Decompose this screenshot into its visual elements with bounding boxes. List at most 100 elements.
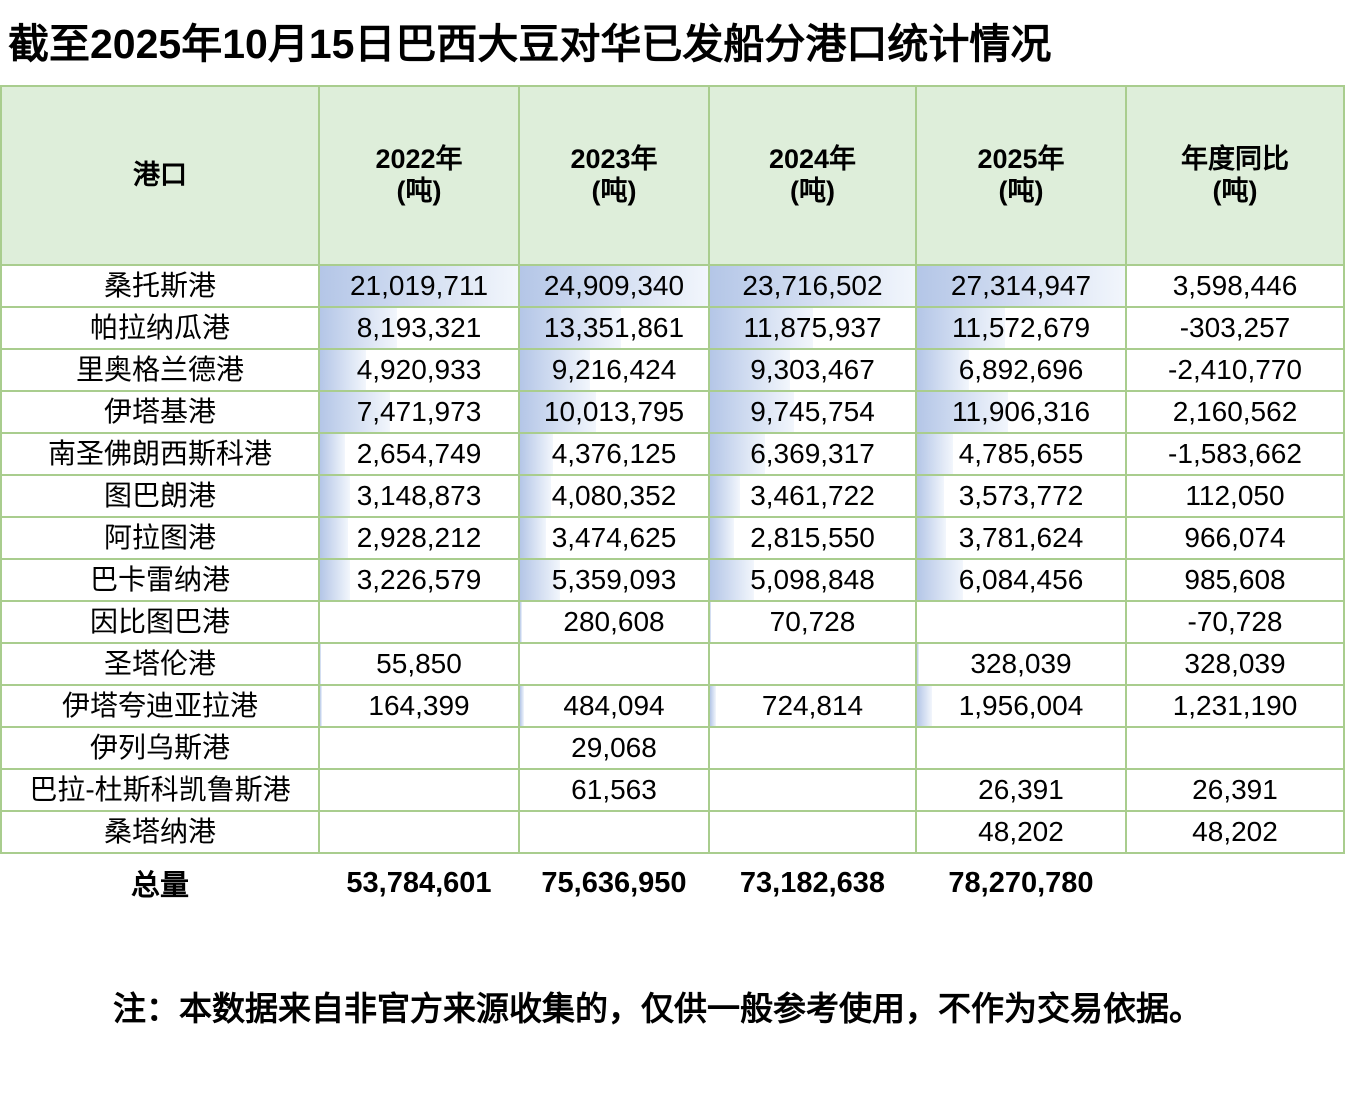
data-bar: [917, 686, 932, 726]
port-name-cell: 阿拉图港: [2, 518, 318, 558]
data-bar: [917, 308, 1006, 348]
data-bar: [520, 602, 523, 642]
column-header-2022: 2022年 (吨): [320, 87, 518, 264]
data-bar: [710, 392, 795, 432]
value-cell-2023: 13,351,861: [520, 308, 708, 348]
data-bar: [320, 308, 398, 348]
port-name-cell: 桑塔纳港: [2, 812, 318, 852]
column-header-2024: 2024年 (吨): [710, 87, 915, 264]
value-cell-2023: 280,608: [520, 602, 708, 642]
data-bar: [520, 392, 596, 432]
column-header-yoy: 年度同比 (吨): [1127, 87, 1343, 264]
port-name-cell: 巴卡雷纳港: [2, 560, 318, 600]
value-cell-2022: 55,850: [320, 644, 518, 684]
total-label: 总量: [130, 870, 189, 902]
data-bar: [710, 308, 813, 348]
data-bar: [710, 686, 717, 726]
value-cell-2024: 6,369,317: [710, 434, 915, 474]
data-bar: [917, 434, 954, 474]
total-2025: 78,270,780: [948, 866, 1094, 899]
value-cell-yoy: -303,257: [1127, 308, 1343, 348]
value-cell-yoy: 3,598,446: [1127, 266, 1343, 306]
value-cell-2022: 7,471,973: [320, 392, 518, 432]
data-bar: [320, 350, 367, 390]
value-cell-2023: [520, 644, 708, 684]
value-cell-2022: 8,193,321: [320, 308, 518, 348]
footnote: 注：本数据来自非官方来源收集的，仅供一般参考使用，不作为交易依据。: [113, 990, 1202, 1027]
value-cell-2024: 11,875,937: [710, 308, 915, 348]
value-cell-2025: 11,572,679: [917, 308, 1125, 348]
data-bar: [520, 560, 561, 600]
value-cell-2025: 6,084,456: [917, 560, 1125, 600]
total-2022: 53,784,601: [346, 866, 492, 899]
column-header-2025: 2025年 (吨): [917, 87, 1125, 264]
value-cell-2023: 4,376,125: [520, 434, 708, 474]
value-cell-2024: [710, 812, 915, 852]
value-cell-2025: 6,892,696: [917, 350, 1125, 390]
port-name-cell: 里奥格兰德港: [2, 350, 318, 390]
data-bar: [917, 476, 945, 516]
value-cell-2022: 21,019,711: [320, 266, 518, 306]
value-cell-2024: 2,815,550: [710, 518, 915, 558]
value-cell-2025: 3,573,772: [917, 476, 1125, 516]
data-bar: [917, 350, 970, 390]
data-bar: [520, 266, 708, 306]
value-cell-2022: 2,928,212: [320, 518, 518, 558]
value-cell-2024: 5,098,848: [710, 560, 915, 600]
value-cell-2025: [917, 602, 1125, 642]
data-bar: [710, 266, 915, 306]
value-cell-2022: [320, 602, 518, 642]
port-name-cell: 伊塔夸迪亚拉港: [2, 686, 318, 726]
value-cell-2024: 724,814: [710, 686, 915, 726]
data-bar: [320, 644, 321, 684]
value-cell-2023: 24,909,340: [520, 266, 708, 306]
port-name-cell: 图巴朗港: [2, 476, 318, 516]
value-cell-2025: 11,906,316: [917, 392, 1125, 432]
data-bar: [710, 602, 711, 642]
value-cell-yoy: 2,160,562: [1127, 392, 1343, 432]
data-bar: [320, 434, 345, 474]
value-cell-2024: [710, 770, 915, 810]
value-cell-2023: 61,563: [520, 770, 708, 810]
total-yoy: [1127, 856, 1343, 910]
value-cell-yoy: 966,074: [1127, 518, 1343, 558]
data-bar: [320, 686, 322, 726]
data-bar: [320, 476, 350, 516]
value-cell-yoy: 48,202: [1127, 812, 1343, 852]
data-bar: [520, 518, 547, 558]
value-cell-yoy: -1,583,662: [1127, 434, 1343, 474]
port-name-cell: 圣塔伦港: [2, 644, 318, 684]
value-cell-2022: 3,148,873: [320, 476, 518, 516]
port-name-cell: 帕拉纳瓜港: [2, 308, 318, 348]
data-bar: [520, 476, 551, 516]
value-cell-2023: 5,359,093: [520, 560, 708, 600]
value-cell-2024: 9,303,467: [710, 350, 915, 390]
value-cell-2024: 9,745,754: [710, 392, 915, 432]
value-cell-yoy: 328,039: [1127, 644, 1343, 684]
data-bar: [710, 560, 755, 600]
value-cell-2024: 70,728: [710, 602, 915, 642]
data-bar: [320, 518, 348, 558]
value-cell-2025: [917, 728, 1125, 768]
value-cell-yoy: -2,410,770: [1127, 350, 1343, 390]
value-cell-2023: 29,068: [520, 728, 708, 768]
value-cell-2025: 1,956,004: [917, 686, 1125, 726]
data-bar: [917, 644, 920, 684]
value-cell-2022: 2,654,749: [320, 434, 518, 474]
value-cell-2025: 328,039: [917, 644, 1125, 684]
port-name-cell: 伊列乌斯港: [2, 728, 318, 768]
value-cell-2022: 164,399: [320, 686, 518, 726]
value-cell-2024: [710, 728, 915, 768]
value-cell-2025: 27,314,947: [917, 266, 1125, 306]
value-cell-2022: [320, 728, 518, 768]
value-cell-2025: 26,391: [917, 770, 1125, 810]
data-bar: [520, 434, 554, 474]
total-2023: 75,636,950: [541, 866, 687, 899]
value-cell-yoy: 985,608: [1127, 560, 1343, 600]
data-bar: [520, 350, 590, 390]
data-bar: [917, 266, 1125, 306]
port-name-cell: 南圣佛朗西斯科港: [2, 434, 318, 474]
port-name-cell: 巴拉-杜斯科凯鲁斯港: [2, 770, 318, 810]
data-bar: [520, 308, 621, 348]
value-cell-2022: [320, 770, 518, 810]
